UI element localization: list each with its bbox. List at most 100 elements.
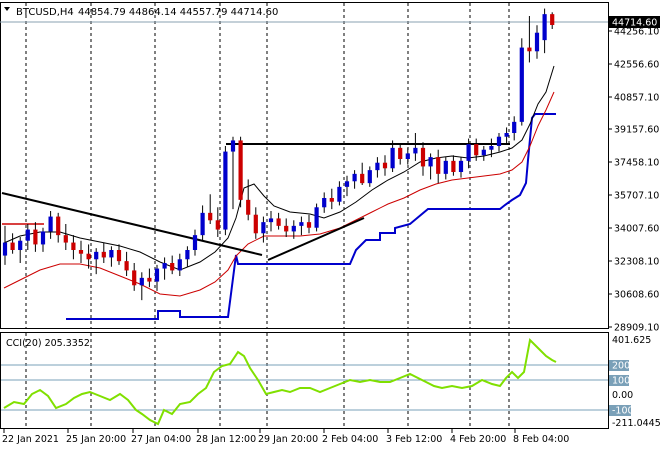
candle <box>230 136 236 210</box>
time-label: 8 Feb 04:00 <box>513 434 569 445</box>
candle-body <box>496 136 502 146</box>
candle <box>337 181 342 206</box>
candle <box>306 214 312 234</box>
cci-tick-100-bg <box>609 375 629 386</box>
candle-body <box>360 173 365 184</box>
triangle-down-icon <box>4 7 10 11</box>
candle <box>451 155 456 176</box>
time-label: 3 Feb 12:00 <box>386 434 442 445</box>
candle <box>63 224 68 250</box>
cci-tick-minus-100: -100 <box>612 406 634 417</box>
candle-body <box>474 144 479 156</box>
candle <box>162 257 167 280</box>
candle <box>139 272 144 301</box>
candle-body <box>291 225 296 232</box>
candle <box>268 211 274 232</box>
candle <box>215 207 220 237</box>
candle <box>86 244 91 269</box>
candle-body <box>124 261 129 271</box>
candle <box>101 242 106 263</box>
candle-body <box>268 218 274 223</box>
candle-body <box>101 251 106 258</box>
candle-body <box>71 242 76 250</box>
ascending-trendline <box>267 217 365 261</box>
cci-tick-max: 401.625 <box>612 335 651 346</box>
candle <box>504 127 509 145</box>
candle <box>420 142 426 176</box>
candle-body <box>2 242 8 256</box>
candle-body <box>428 157 433 167</box>
candle-body <box>352 173 357 182</box>
candle-body <box>284 225 289 232</box>
symbol-timeframe: BTCUSD,H4 <box>16 7 74 18</box>
candle-body <box>314 207 319 228</box>
time-label: 29 Jan 20:00 <box>258 434 318 445</box>
candle <box>56 212 61 243</box>
candle <box>344 175 350 197</box>
candle <box>489 138 494 158</box>
candle <box>124 251 129 276</box>
candle-body <box>519 47 524 122</box>
candle <box>10 233 15 254</box>
price-tick-label: 28909.10 <box>614 323 659 334</box>
price-tick-label: 37458.10 <box>614 158 659 169</box>
price-tick-label: 34007.60 <box>614 224 659 235</box>
current-price-tag: 44714.60 <box>609 16 660 29</box>
candle-body <box>139 277 144 286</box>
candle-body <box>375 162 380 171</box>
candle <box>2 225 8 265</box>
candle-body <box>192 235 198 250</box>
candle <box>192 229 198 256</box>
candle-body <box>238 140 243 200</box>
candle-body <box>48 216 53 232</box>
candle-body <box>390 147 395 169</box>
candle <box>276 212 281 230</box>
candle-body <box>534 32 540 52</box>
candle <box>474 138 479 161</box>
candle-body <box>132 270 137 286</box>
candle <box>25 224 30 250</box>
candle-body <box>443 160 448 174</box>
candle <box>519 38 524 126</box>
candle-body <box>436 157 441 174</box>
candle-body <box>299 222 304 226</box>
price-panel-frame <box>0 2 609 329</box>
candle <box>132 263 137 291</box>
candle <box>413 133 418 161</box>
price-tick-label: 32308.10 <box>614 257 659 268</box>
price-content <box>0 8 608 320</box>
channel-upper-line <box>3 65 555 271</box>
candle-body <box>322 198 327 208</box>
candle-body <box>382 162 388 169</box>
candle-body <box>18 240 23 250</box>
price-tick-label: 35707.10 <box>614 191 659 202</box>
vertical-grid <box>25 3 510 428</box>
time-label: 25 Jan 20:00 <box>66 434 126 445</box>
candle-body <box>94 251 99 260</box>
candle <box>299 216 304 236</box>
cci-tick-200-bg <box>609 360 629 371</box>
candle-body <box>56 216 61 236</box>
candle <box>246 179 251 221</box>
candle-body <box>109 250 114 258</box>
candle-body <box>162 263 167 269</box>
candle-body <box>504 133 509 137</box>
candle <box>238 136 243 208</box>
candle <box>94 248 99 275</box>
cci-axis: 401.625 200 100 0.00 -100 -211.0445 <box>609 335 660 429</box>
candle-body <box>78 250 84 254</box>
candle <box>436 149 441 184</box>
price-axis: 44256.10 42556.60 40857.10 39157.60 37458.10… <box>608 27 659 334</box>
time-label: 22 Jan 2021 <box>2 434 59 445</box>
candle <box>284 218 289 237</box>
candle-body <box>337 186 342 202</box>
candle-body <box>200 212 205 236</box>
candle-body <box>208 212 213 221</box>
candle <box>170 255 175 275</box>
candle <box>71 235 76 260</box>
candle <box>109 246 114 267</box>
candle-body <box>147 277 152 282</box>
time-label: 2 Feb 04:00 <box>322 434 378 445</box>
candle <box>40 227 46 252</box>
